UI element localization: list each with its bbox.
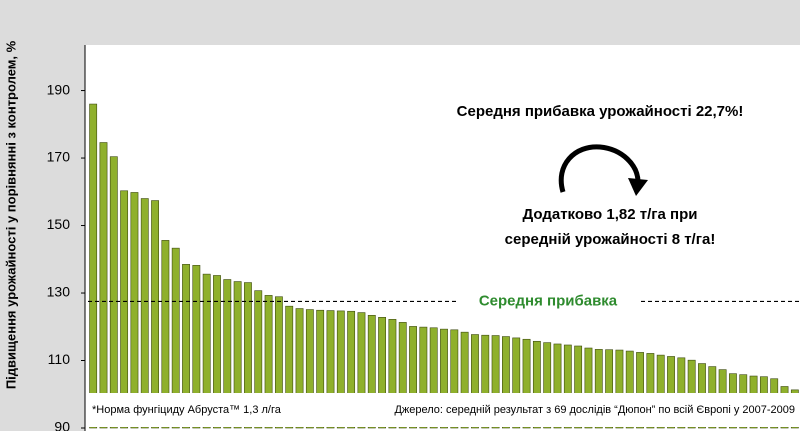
bar <box>409 326 417 429</box>
bar <box>285 305 294 429</box>
bar <box>543 342 552 429</box>
bar <box>151 200 159 429</box>
footnote: *Норма фунгіциду Абруста™ 1,3 л/га <box>92 404 282 416</box>
y-tick-label: 130 <box>47 284 71 300</box>
bar <box>677 357 686 429</box>
reference-label-bg <box>458 292 638 311</box>
bar <box>615 349 624 429</box>
bar <box>512 337 521 429</box>
bar <box>192 265 201 429</box>
bar <box>244 282 252 429</box>
bar <box>440 328 448 429</box>
y-tick-label: 90 <box>54 419 70 431</box>
bar <box>357 312 366 429</box>
bar <box>491 335 500 429</box>
footnote: Джерело: середній результат з 69 досліді… <box>394 404 795 416</box>
bar <box>233 281 242 429</box>
bar <box>502 336 510 429</box>
bar <box>223 279 232 429</box>
bar <box>89 103 98 429</box>
arrow-head <box>628 178 648 196</box>
bar <box>254 290 263 429</box>
bar <box>326 310 335 429</box>
bar <box>646 353 655 429</box>
bar <box>274 296 283 429</box>
bar <box>594 349 603 429</box>
bar <box>347 310 356 429</box>
bar <box>182 264 190 429</box>
bar <box>636 352 644 429</box>
bar <box>120 190 129 429</box>
bar <box>460 331 469 429</box>
bar <box>398 322 407 429</box>
bar <box>109 156 118 429</box>
bar <box>584 347 593 429</box>
bar <box>378 317 386 429</box>
reference-label: Середня прибавка <box>479 292 618 309</box>
bar <box>171 247 180 429</box>
bar <box>656 354 665 429</box>
bar <box>605 349 614 429</box>
bar <box>563 344 572 429</box>
bar <box>450 329 459 429</box>
bar <box>336 310 345 429</box>
bar <box>419 326 428 429</box>
bar <box>295 308 304 429</box>
bar <box>316 309 325 429</box>
footer-box <box>85 393 800 427</box>
bar <box>264 295 273 429</box>
bar <box>574 345 583 429</box>
bar <box>481 334 490 429</box>
bar <box>140 198 149 429</box>
bar <box>202 273 211 429</box>
annotation: середній урожайності 8 т/га! <box>505 231 716 248</box>
bar <box>388 319 397 429</box>
bar <box>522 338 531 429</box>
bar <box>625 350 634 429</box>
bar <box>532 340 541 429</box>
y-tick-label: 170 <box>47 149 71 165</box>
y-tick-label: 150 <box>47 216 71 232</box>
bar <box>553 343 562 429</box>
y-tick-label: 110 <box>48 351 71 367</box>
bar <box>161 240 170 429</box>
bar <box>213 275 221 429</box>
curved-arrow <box>558 144 641 193</box>
bar <box>471 334 479 429</box>
annotation: Середня прибавка урожайності 22,7%! <box>457 103 744 120</box>
y-tick-label: 190 <box>47 81 71 97</box>
bar <box>130 192 139 429</box>
y-axis-label: Підвищення урожайності у порівнянні з ко… <box>3 40 18 389</box>
bar <box>99 142 108 429</box>
bar <box>429 327 438 429</box>
bar <box>305 309 314 429</box>
bar <box>667 356 675 429</box>
bar <box>367 314 376 429</box>
annotation: Додатково 1,82 т/га при <box>523 206 698 223</box>
